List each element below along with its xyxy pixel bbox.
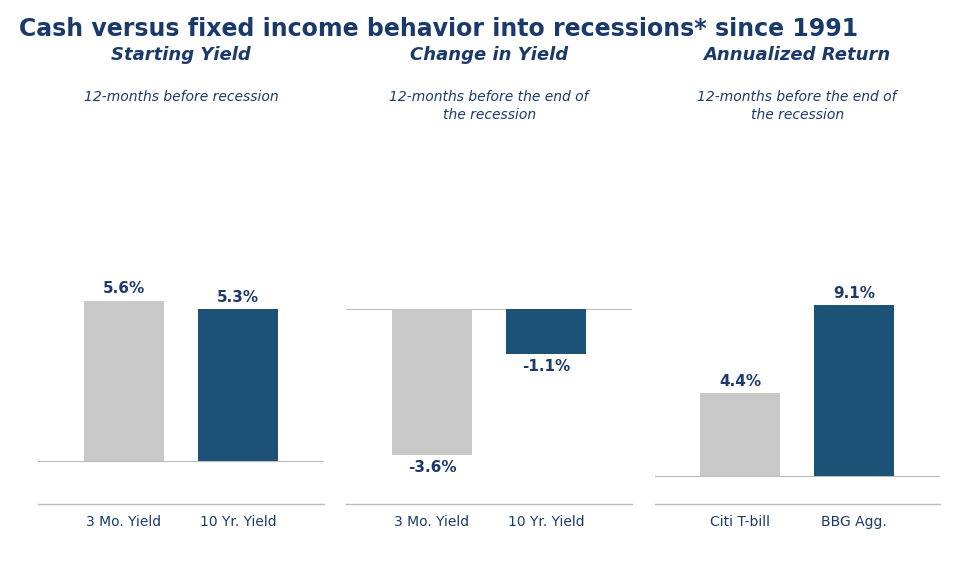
- Text: 12-months before recession: 12-months before recession: [83, 90, 278, 104]
- Text: 4.4%: 4.4%: [719, 373, 761, 389]
- Bar: [199, 309, 278, 461]
- Text: Annualized Return: Annualized Return: [704, 46, 891, 64]
- Text: 5.6%: 5.6%: [103, 281, 145, 296]
- Bar: [700, 393, 780, 476]
- Text: Starting Yield: Starting Yield: [111, 46, 251, 64]
- Text: Change in Yield: Change in Yield: [410, 46, 568, 64]
- Bar: [506, 309, 586, 354]
- Text: -3.6%: -3.6%: [408, 460, 456, 475]
- Text: 12-months before the end of
the recession: 12-months before the end of the recessio…: [389, 90, 589, 122]
- Bar: [814, 306, 894, 476]
- Text: 5.3%: 5.3%: [217, 290, 259, 305]
- Text: 12-months before the end of
the recession: 12-months before the end of the recessio…: [697, 90, 897, 122]
- Text: Cash versus fixed income behavior into recessions* since 1991: Cash versus fixed income behavior into r…: [19, 17, 858, 41]
- Text: -1.1%: -1.1%: [522, 358, 571, 373]
- Bar: [392, 309, 472, 455]
- Text: 9.1%: 9.1%: [833, 286, 876, 301]
- Bar: [84, 301, 164, 461]
